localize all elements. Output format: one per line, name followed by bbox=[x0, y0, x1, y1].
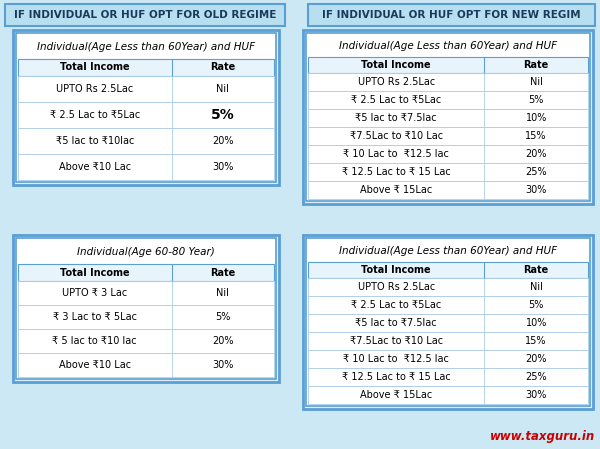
Bar bbox=[308, 386, 588, 404]
Text: ₹ 2.5 Lac to ₹5Lac: ₹ 2.5 Lac to ₹5Lac bbox=[351, 300, 442, 310]
Bar bbox=[18, 102, 274, 128]
Bar bbox=[18, 154, 274, 180]
Text: 15%: 15% bbox=[526, 131, 547, 141]
Text: Individual(Age Less than 60Year) and HUF: Individual(Age Less than 60Year) and HUF bbox=[339, 41, 557, 51]
Bar bbox=[308, 350, 588, 368]
Text: ₹5 lac to ₹7.5lac: ₹5 lac to ₹7.5lac bbox=[355, 318, 437, 328]
Text: 30%: 30% bbox=[212, 360, 233, 370]
Text: Above ₹ 15Lac: Above ₹ 15Lac bbox=[360, 390, 433, 400]
Bar bbox=[308, 163, 588, 181]
Text: Above ₹ 15Lac: Above ₹ 15Lac bbox=[360, 185, 433, 195]
Text: Nil: Nil bbox=[217, 288, 229, 298]
Text: ₹7.5Lac to ₹10 Lac: ₹7.5Lac to ₹10 Lac bbox=[350, 336, 443, 346]
Bar bbox=[308, 109, 588, 127]
Bar bbox=[306, 238, 590, 406]
Bar bbox=[18, 305, 274, 329]
Text: ₹ 2.5 Lac to ₹5Lac: ₹ 2.5 Lac to ₹5Lac bbox=[351, 95, 442, 105]
Text: ₹ 2.5 Lac to ₹5Lac: ₹ 2.5 Lac to ₹5Lac bbox=[50, 110, 140, 120]
Text: 5%: 5% bbox=[529, 95, 544, 105]
Bar bbox=[18, 76, 274, 102]
Text: 25%: 25% bbox=[526, 372, 547, 382]
Text: UPTO Rs 2.5Lac: UPTO Rs 2.5Lac bbox=[358, 282, 435, 292]
Bar bbox=[5, 4, 285, 26]
Text: Individual(Age Less than 60Year) and HUF: Individual(Age Less than 60Year) and HUF bbox=[339, 246, 557, 256]
Text: UPTO Rs 2.5Lac: UPTO Rs 2.5Lac bbox=[56, 84, 133, 94]
Text: 10%: 10% bbox=[526, 318, 547, 328]
Text: Nil: Nil bbox=[530, 282, 542, 292]
Text: 20%: 20% bbox=[526, 354, 547, 364]
Text: Total Income: Total Income bbox=[361, 265, 431, 275]
Text: IF INDIVIDUAL OR HUF OPT FOR NEW REGIM: IF INDIVIDUAL OR HUF OPT FOR NEW REGIM bbox=[322, 10, 581, 20]
Text: 10%: 10% bbox=[526, 113, 547, 123]
Text: Rate: Rate bbox=[210, 62, 235, 72]
Text: 30%: 30% bbox=[526, 390, 547, 400]
Bar bbox=[308, 262, 588, 278]
Bar bbox=[18, 329, 274, 353]
Text: 20%: 20% bbox=[212, 336, 233, 346]
Text: 25%: 25% bbox=[526, 167, 547, 177]
Bar bbox=[303, 235, 593, 409]
Bar bbox=[13, 30, 279, 185]
Text: ₹5 lac to ₹7.5lac: ₹5 lac to ₹7.5lac bbox=[355, 113, 437, 123]
Bar bbox=[16, 238, 276, 379]
Text: Total Income: Total Income bbox=[60, 268, 130, 277]
Text: 5%: 5% bbox=[211, 108, 235, 122]
Text: ₹ 5 lac to ₹10 lac: ₹ 5 lac to ₹10 lac bbox=[52, 336, 137, 346]
Text: Above ₹10 Lac: Above ₹10 Lac bbox=[59, 360, 131, 370]
Text: 30%: 30% bbox=[212, 162, 233, 172]
Text: ₹ 12.5 Lac to ₹ 15 Lac: ₹ 12.5 Lac to ₹ 15 Lac bbox=[342, 372, 451, 382]
Text: 20%: 20% bbox=[212, 136, 233, 146]
Text: 5%: 5% bbox=[215, 312, 230, 322]
Bar bbox=[308, 296, 588, 314]
Text: Above ₹10 Lac: Above ₹10 Lac bbox=[59, 162, 131, 172]
Bar bbox=[308, 332, 588, 350]
Text: 5%: 5% bbox=[529, 300, 544, 310]
Bar bbox=[18, 353, 274, 377]
Bar bbox=[308, 145, 588, 163]
Bar bbox=[16, 33, 276, 182]
Bar bbox=[13, 235, 279, 382]
Text: Individual(Age Less than 60Year) and HUF: Individual(Age Less than 60Year) and HUF bbox=[37, 42, 255, 52]
Text: Rate: Rate bbox=[524, 60, 549, 70]
Text: 20%: 20% bbox=[526, 149, 547, 159]
Bar bbox=[306, 33, 590, 201]
Bar bbox=[308, 181, 588, 199]
Text: ₹5 lac to ₹10lac: ₹5 lac to ₹10lac bbox=[56, 136, 134, 146]
Bar bbox=[18, 264, 274, 281]
Text: www.taxguru.in: www.taxguru.in bbox=[490, 430, 595, 443]
Text: Total Income: Total Income bbox=[60, 62, 130, 72]
Bar bbox=[308, 91, 588, 109]
Text: Nil: Nil bbox=[530, 77, 542, 87]
Text: 15%: 15% bbox=[526, 336, 547, 346]
Bar bbox=[18, 59, 274, 76]
Bar bbox=[308, 278, 588, 296]
Bar bbox=[308, 4, 595, 26]
Text: ₹ 10 Lac to  ₹12.5 lac: ₹ 10 Lac to ₹12.5 lac bbox=[343, 149, 449, 159]
Bar bbox=[18, 128, 274, 154]
Text: ₹ 12.5 Lac to ₹ 15 Lac: ₹ 12.5 Lac to ₹ 15 Lac bbox=[342, 167, 451, 177]
Text: UPTO Rs 2.5Lac: UPTO Rs 2.5Lac bbox=[358, 77, 435, 87]
Text: 30%: 30% bbox=[526, 185, 547, 195]
Text: IF INDIVIDUAL OR HUF OPT FOR OLD REGIME: IF INDIVIDUAL OR HUF OPT FOR OLD REGIME bbox=[14, 10, 276, 20]
Text: Rate: Rate bbox=[210, 268, 235, 277]
Bar bbox=[308, 127, 588, 145]
Text: Nil: Nil bbox=[217, 84, 229, 94]
Text: Individual(Age 60-80 Year): Individual(Age 60-80 Year) bbox=[77, 247, 215, 257]
Text: UPTO ₹ 3 Lac: UPTO ₹ 3 Lac bbox=[62, 288, 127, 298]
Text: Total Income: Total Income bbox=[361, 60, 431, 70]
Text: Rate: Rate bbox=[524, 265, 549, 275]
Bar bbox=[308, 314, 588, 332]
Bar bbox=[308, 57, 588, 73]
Text: ₹ 3 Lac to ₹ 5Lac: ₹ 3 Lac to ₹ 5Lac bbox=[53, 312, 137, 322]
Bar bbox=[303, 30, 593, 204]
Text: ₹ 10 Lac to  ₹12.5 lac: ₹ 10 Lac to ₹12.5 lac bbox=[343, 354, 449, 364]
Bar bbox=[18, 281, 274, 305]
Bar bbox=[308, 368, 588, 386]
Bar bbox=[308, 73, 588, 91]
Text: ₹7.5Lac to ₹10 Lac: ₹7.5Lac to ₹10 Lac bbox=[350, 131, 443, 141]
